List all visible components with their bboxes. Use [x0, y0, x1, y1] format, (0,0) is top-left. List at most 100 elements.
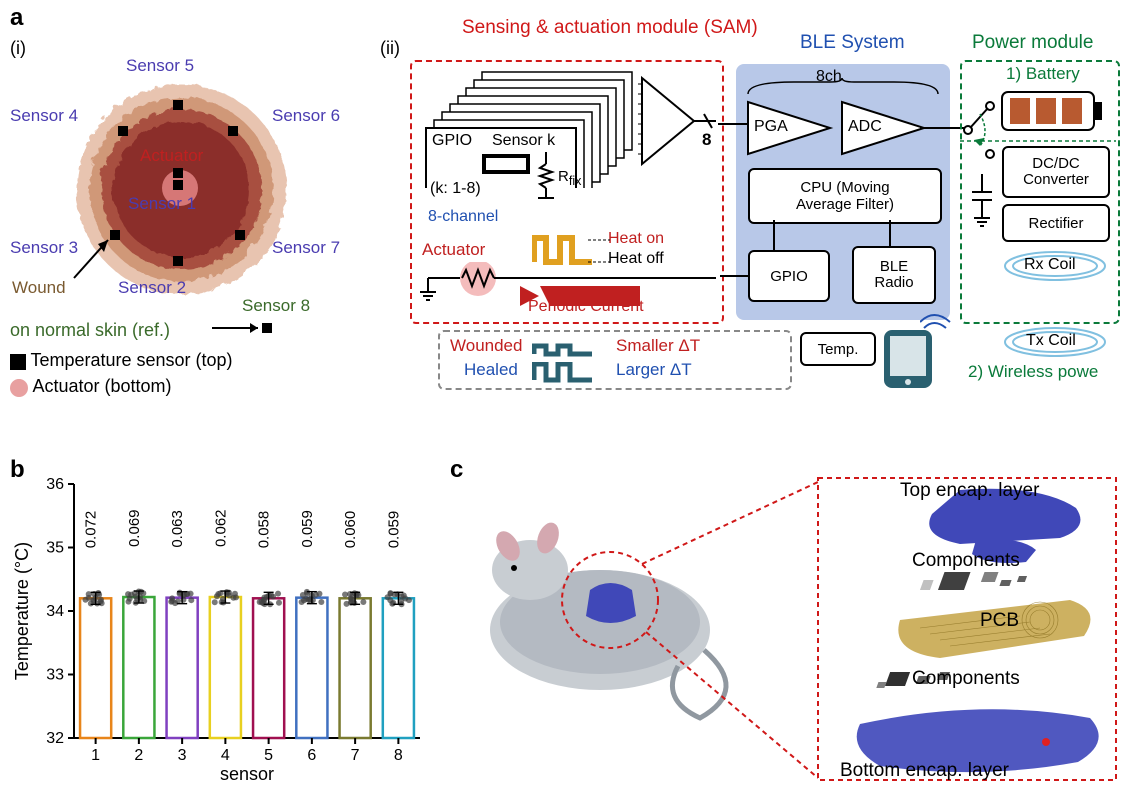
- capacitor-icon: [970, 174, 996, 234]
- rfix-label: Rfix: [558, 168, 581, 188]
- legend-actuator: Actuator (bottom): [32, 376, 171, 396]
- sensor-sq-4: [118, 126, 128, 136]
- svg-text:33: 33: [46, 667, 64, 684]
- cpu-block: CPU (Moving Average Filter): [748, 168, 942, 224]
- wire5: [720, 270, 750, 282]
- svg-text:4: 4: [221, 747, 230, 764]
- panel-a-i: (i) Sensor 5 Sensor 4 Sensor 6 Ac: [10, 38, 370, 438]
- svg-text:0.060: 0.060: [342, 511, 359, 549]
- svg-text:0.058: 0.058: [256, 511, 273, 549]
- svg-text:6: 6: [307, 747, 316, 764]
- svg-text:32: 32: [46, 730, 64, 747]
- sensor-sq-7: [235, 230, 245, 240]
- heat-on: Heat on: [608, 230, 664, 248]
- legend-circle-icon: [10, 379, 28, 397]
- wireless-power: 2) Wireless powe: [968, 362, 1098, 382]
- ble-radio: BLE Radio: [852, 246, 936, 304]
- svg-text:8: 8: [394, 747, 403, 764]
- periodic: Periodic Current: [528, 298, 644, 316]
- larger-dt: Larger ΔT: [616, 360, 692, 380]
- adc: ADC: [848, 118, 882, 136]
- label-bottom-encap: Bottom encap. layer: [840, 760, 1009, 782]
- healed: Healed: [464, 360, 518, 380]
- label-sensor6: Sensor 6: [272, 106, 340, 126]
- healed-pulse-icon: [532, 362, 612, 384]
- label-sensor2: Sensor 2: [118, 278, 186, 298]
- panel-b: b 3233343536Temperature (°C)0.07210.0692…: [10, 460, 430, 790]
- pga: PGA: [754, 118, 788, 136]
- svg-text:0.059: 0.059: [299, 510, 316, 548]
- actuator-text: Actuator: [422, 240, 485, 260]
- brace-icon: [744, 78, 942, 98]
- label-actuator: Actuator: [140, 146, 203, 166]
- gpio-label: GPIO: [432, 132, 472, 150]
- legend-sensor: Temperature sensor (top): [30, 350, 232, 370]
- dcdc-text: DC/DC Converter: [1023, 156, 1089, 189]
- resistor-icon: [476, 150, 536, 178]
- svg-text:1: 1: [91, 747, 100, 764]
- ble-radio-text: BLE Radio: [874, 259, 913, 292]
- sensor-sq-6: [228, 126, 238, 136]
- panel-c: c: [450, 460, 1120, 790]
- cpu-text: CPU (Moving Average Filter): [796, 179, 894, 213]
- label-comp2: Components: [912, 668, 1020, 690]
- sensor-sq-5: [173, 100, 183, 110]
- svg-text:0.059: 0.059: [385, 511, 402, 549]
- svg-text:5: 5: [264, 747, 273, 764]
- svg-text:sensor: sensor: [220, 764, 274, 784]
- label-comp1: Components: [912, 550, 1020, 572]
- temp-block: Temp.: [800, 332, 876, 366]
- bar-chart: 3233343536Temperature (°C)0.07210.06920.…: [10, 466, 430, 786]
- roman-ii: (ii): [380, 38, 400, 59]
- label-sensor8: Sensor 8: [242, 296, 310, 316]
- wire3: [884, 220, 896, 248]
- rx-coil: Rx Coil: [1024, 256, 1076, 274]
- dcdc-block: DC/DC Converter: [1002, 146, 1110, 198]
- battery-icon: [998, 88, 1108, 134]
- power-title: Power module: [972, 32, 1093, 54]
- svg-text:Temperature (°C): Temperature (°C): [12, 542, 32, 680]
- label-sensor4: Sensor 4: [10, 106, 78, 126]
- label-wound: Wound: [12, 278, 66, 298]
- ble-title: BLE System: [800, 32, 905, 54]
- mux-icon: [638, 74, 718, 170]
- panel-a-ii: (ii) Sensing & actuation module (SAM) GP…: [380, 18, 1120, 438]
- eight-label: 8: [702, 130, 711, 150]
- roman-i: (i): [10, 38, 26, 59]
- ref-text: on normal skin (ref.): [10, 320, 170, 341]
- label-sensor1: Sensor 1: [128, 194, 196, 214]
- svg-text:0.062: 0.062: [212, 509, 229, 547]
- svg-text:35: 35: [46, 540, 64, 557]
- eight-channel: 8-channel: [428, 208, 498, 226]
- legend-sensor-row: Temperature sensor (top): [10, 350, 233, 371]
- svg-text:3: 3: [178, 747, 187, 764]
- rectifier-block: Rectifier: [1002, 204, 1110, 242]
- heat-off: Heat off: [608, 250, 664, 268]
- svg-text:34: 34: [46, 603, 64, 620]
- exploded-view: [820, 480, 1116, 780]
- panel-a: a (i) Sensor 5 Sensor 4 Se: [10, 8, 1120, 438]
- sam-title: Sensing & actuation module (SAM): [462, 18, 758, 39]
- legend-square-icon: [10, 354, 26, 370]
- smaller-dt: Smaller ΔT: [616, 336, 700, 356]
- label-pcb: PCB: [980, 610, 1019, 632]
- svg-text:36: 36: [46, 476, 64, 493]
- wounded-pulse-icon: [532, 338, 612, 358]
- k-range: (k: 1-8): [430, 180, 481, 198]
- label-sensor7: Sensor 7: [272, 238, 340, 258]
- sensor-k-label: Sensor k: [492, 132, 555, 150]
- wire4: [920, 122, 964, 134]
- sensor-sq-2: [173, 256, 183, 266]
- wire1: [718, 118, 748, 130]
- sam-title-text: Sensing & actuation module (SAM): [462, 17, 758, 38]
- svg-text:2: 2: [134, 747, 143, 764]
- legend-actuator-row: Actuator (bottom): [10, 376, 172, 397]
- dash-ticks: [588, 234, 612, 268]
- sensor-sq-1: [173, 168, 183, 178]
- wire2: [768, 220, 780, 252]
- svg-text:0.069: 0.069: [126, 509, 143, 547]
- phone-icon: [880, 326, 938, 394]
- sensor-sq-actuator: [173, 180, 183, 190]
- svg-text:0.063: 0.063: [169, 510, 186, 548]
- battery-label: 1) Battery: [1006, 64, 1080, 84]
